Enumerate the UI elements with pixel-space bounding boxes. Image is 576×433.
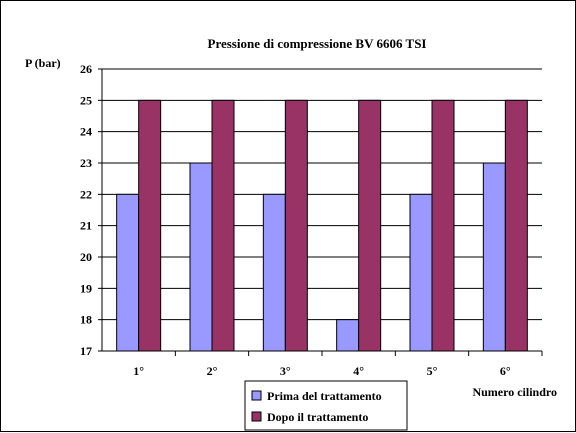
x-tick-label: 2° [207,364,218,378]
bars-group [116,99,528,352]
y-tick-label: 18 [80,313,92,327]
bar-dopo-5 [431,99,455,352]
y-tick-label: 26 [80,62,92,76]
bar-prima-6 [482,162,506,352]
bar-prima-3 [262,193,286,352]
y-tick-label: 22 [80,187,92,201]
legend-swatch [251,390,262,401]
legend-label: Dopo il trattamento [267,410,368,424]
x-tick-labels: 1° 2° 3° 4° 5° 6° [133,364,511,378]
legend-swatch [251,411,262,422]
axes [101,69,543,356]
y-tick-label: 17 [80,344,92,358]
bar-dopo-1 [138,99,162,352]
bar-prima-1 [116,193,140,352]
y-axis-label: P (bar) [25,56,61,70]
y-tick-labels: 17 18 19 20 21 22 23 24 25 26 [80,62,92,358]
bar-dopo-2 [211,99,235,352]
bar-dopo-3 [284,99,308,352]
y-tick-label: 21 [80,219,92,233]
bar-prima-2 [189,162,213,352]
x-tick-label: 3° [280,364,291,378]
bar-dopo-4 [358,99,382,352]
y-tick-label: 23 [80,156,92,170]
bar-prima-4 [336,319,360,352]
gridlines [98,68,542,352]
chart-title: Pressione di compressione BV 6606 TSI [208,36,427,51]
x-tick-label: 5° [427,364,438,378]
legend-label: Prima del trattamento [267,389,382,403]
y-tick-label: 24 [80,125,92,139]
x-axis-label: Numero cilindro [472,385,557,399]
x-tick-label: 1° [133,364,144,378]
y-tick-label: 19 [80,281,92,295]
legend-box [244,380,408,431]
x-tick-label: 6° [500,364,511,378]
legend: Prima del trattamento Dopo il trattamento [244,380,408,431]
bar-dopo-6 [504,99,528,352]
y-tick-label: 25 [80,93,92,107]
y-tick-label: 20 [80,250,92,264]
x-tick-label: 4° [353,364,364,378]
bar-prima-5 [409,193,433,352]
